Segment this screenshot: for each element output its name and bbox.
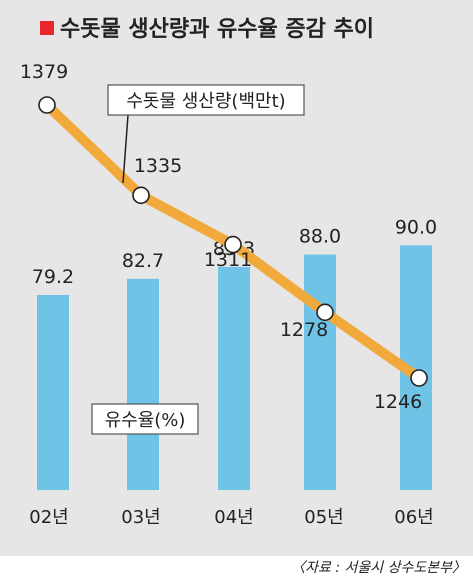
bar-group: 79.282.785.388.090.0 bbox=[32, 216, 437, 490]
source-note: 〈자료 : 서울시 상수도본부〉 bbox=[291, 560, 466, 576]
bar bbox=[37, 295, 69, 490]
line-value-label: 1311 bbox=[204, 249, 252, 271]
line-series-group: 1379 1335 1311 1278 1246 bbox=[20, 61, 428, 413]
line-value-label: 1278 bbox=[280, 319, 328, 341]
legend-label-line: 수돗물 생산량(백만t) bbox=[126, 91, 285, 112]
bar-value-label: 82.7 bbox=[122, 250, 164, 272]
legend-leader-line bbox=[122, 114, 129, 184]
bar-value-label: 79.2 bbox=[32, 266, 74, 288]
legend-label-bar: 유수율(%) bbox=[105, 410, 186, 431]
legend-box-line bbox=[107, 84, 305, 116]
line-point bbox=[38, 96, 56, 114]
line-point bbox=[410, 369, 428, 387]
line-point bbox=[132, 186, 150, 205]
bar-value-label: 88.0 bbox=[299, 226, 341, 248]
line-point bbox=[224, 235, 242, 254]
line-value-label: 1335 bbox=[134, 155, 182, 177]
bar-value-label: 90.0 bbox=[395, 216, 437, 238]
chart-title: 수돗물 생산량과 유수율 증감 추이 bbox=[60, 17, 374, 42]
x-tick-label: 04년 bbox=[214, 507, 253, 528]
legend-group: 수돗물 생산량(백만t) 유수율(%) bbox=[91, 84, 305, 435]
line-value-label: 1379 bbox=[20, 61, 68, 83]
legend-box-bar bbox=[91, 403, 199, 435]
x-axis-labels: 02년 03년 04년 05년 06년 bbox=[29, 507, 433, 528]
bar bbox=[304, 254, 336, 490]
line-value-label: 1246 bbox=[374, 391, 422, 413]
x-tick-label: 06년 bbox=[394, 507, 433, 528]
title-marker-icon bbox=[40, 21, 54, 35]
bar bbox=[127, 278, 159, 490]
x-tick-label: 05년 bbox=[304, 507, 343, 528]
x-tick-label: 03년 bbox=[121, 507, 160, 528]
line-point bbox=[316, 303, 334, 322]
bar bbox=[218, 266, 250, 490]
x-tick-label: 02년 bbox=[29, 507, 68, 528]
